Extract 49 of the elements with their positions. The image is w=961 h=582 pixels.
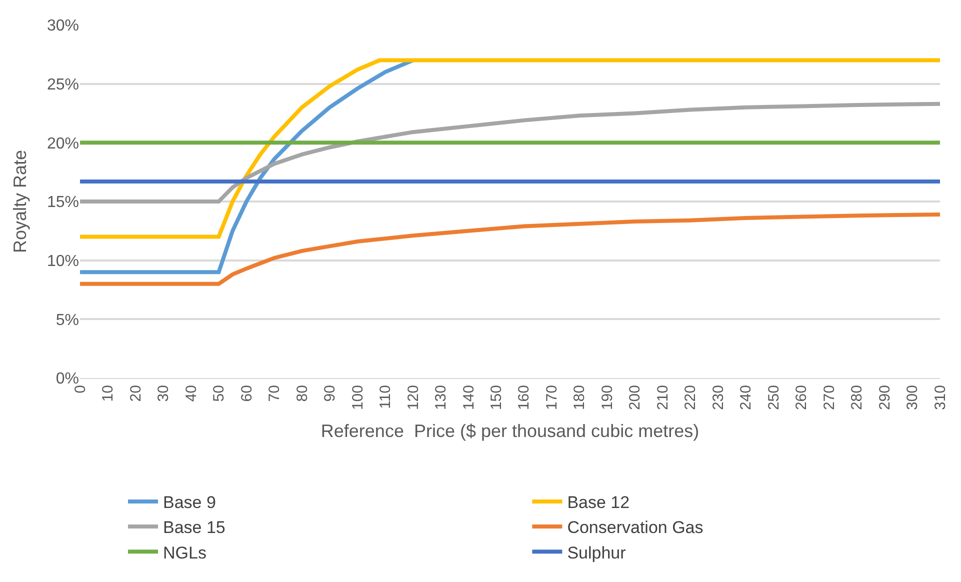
x-tick-label: 90 <box>322 385 339 402</box>
x-tick-label: 70 <box>266 385 284 402</box>
x-tick-label: 110 <box>377 385 394 409</box>
line-series <box>80 212 940 286</box>
x-tick-label: 60 <box>238 385 256 402</box>
line-series <box>80 58 940 239</box>
x-tick-label: 30 <box>155 385 172 402</box>
x-tick-label: 40 <box>182 385 200 402</box>
x-tick-label: 20 <box>127 385 144 402</box>
legend-label: Base 15 <box>163 518 226 538</box>
x-tick-label: 120 <box>404 385 422 410</box>
y-tick-label: 30% <box>46 18 79 35</box>
x-tick-label: 100 <box>349 385 366 410</box>
x-tick-label: 270 <box>820 385 838 410</box>
x-tick-label: 240 <box>738 385 755 410</box>
legend-label: Sulphur <box>567 543 626 562</box>
x-tick-label: 190 <box>598 385 616 410</box>
y-tick-label: 20% <box>46 135 79 152</box>
x-tick-label: 280 <box>848 385 866 410</box>
x-tick-label: 0 <box>72 385 89 394</box>
x-tick-label: 50 <box>210 385 228 402</box>
x-tick-label: 200 <box>626 385 644 410</box>
x-tick-label: 10 <box>100 385 117 402</box>
x-tick-label: 210 <box>654 385 672 410</box>
x-axis-title: Reference Price ($ per thousand cubic metres) <box>320 421 700 442</box>
y-tick-label: 5% <box>56 312 79 329</box>
legend-label: Conservation Gas <box>567 518 704 538</box>
x-tick-label: 290 <box>876 385 894 410</box>
x-tick-label: 170 <box>543 385 560 410</box>
line-series <box>80 102 940 204</box>
x-tick-label: 150 <box>488 385 506 410</box>
x-tick-label: 140 <box>460 385 478 410</box>
x-tick-label: 160 <box>516 385 533 410</box>
y-tick-label: 10% <box>46 252 79 270</box>
x-tick-label: 260 <box>793 385 810 410</box>
y-tick-label: 15% <box>46 194 79 212</box>
x-tick-label: 230 <box>710 385 727 410</box>
y-axis-title: Royalty Rate <box>10 150 30 254</box>
legend-label: Base 12 <box>567 493 630 512</box>
x-tick-label: 80 <box>294 385 311 402</box>
x-tick-label: 300 <box>904 385 922 410</box>
x-tick-label: 220 <box>682 385 700 410</box>
legend-label: NGLs <box>163 543 206 562</box>
x-tick-label: 130 <box>432 385 450 410</box>
x-tick-label: 310 <box>932 385 949 410</box>
legend-label: Base 9 <box>163 493 216 512</box>
y-tick-label: 25% <box>46 76 79 94</box>
x-tick-label: 250 <box>765 385 782 410</box>
x-tick-label: 180 <box>571 385 588 410</box>
